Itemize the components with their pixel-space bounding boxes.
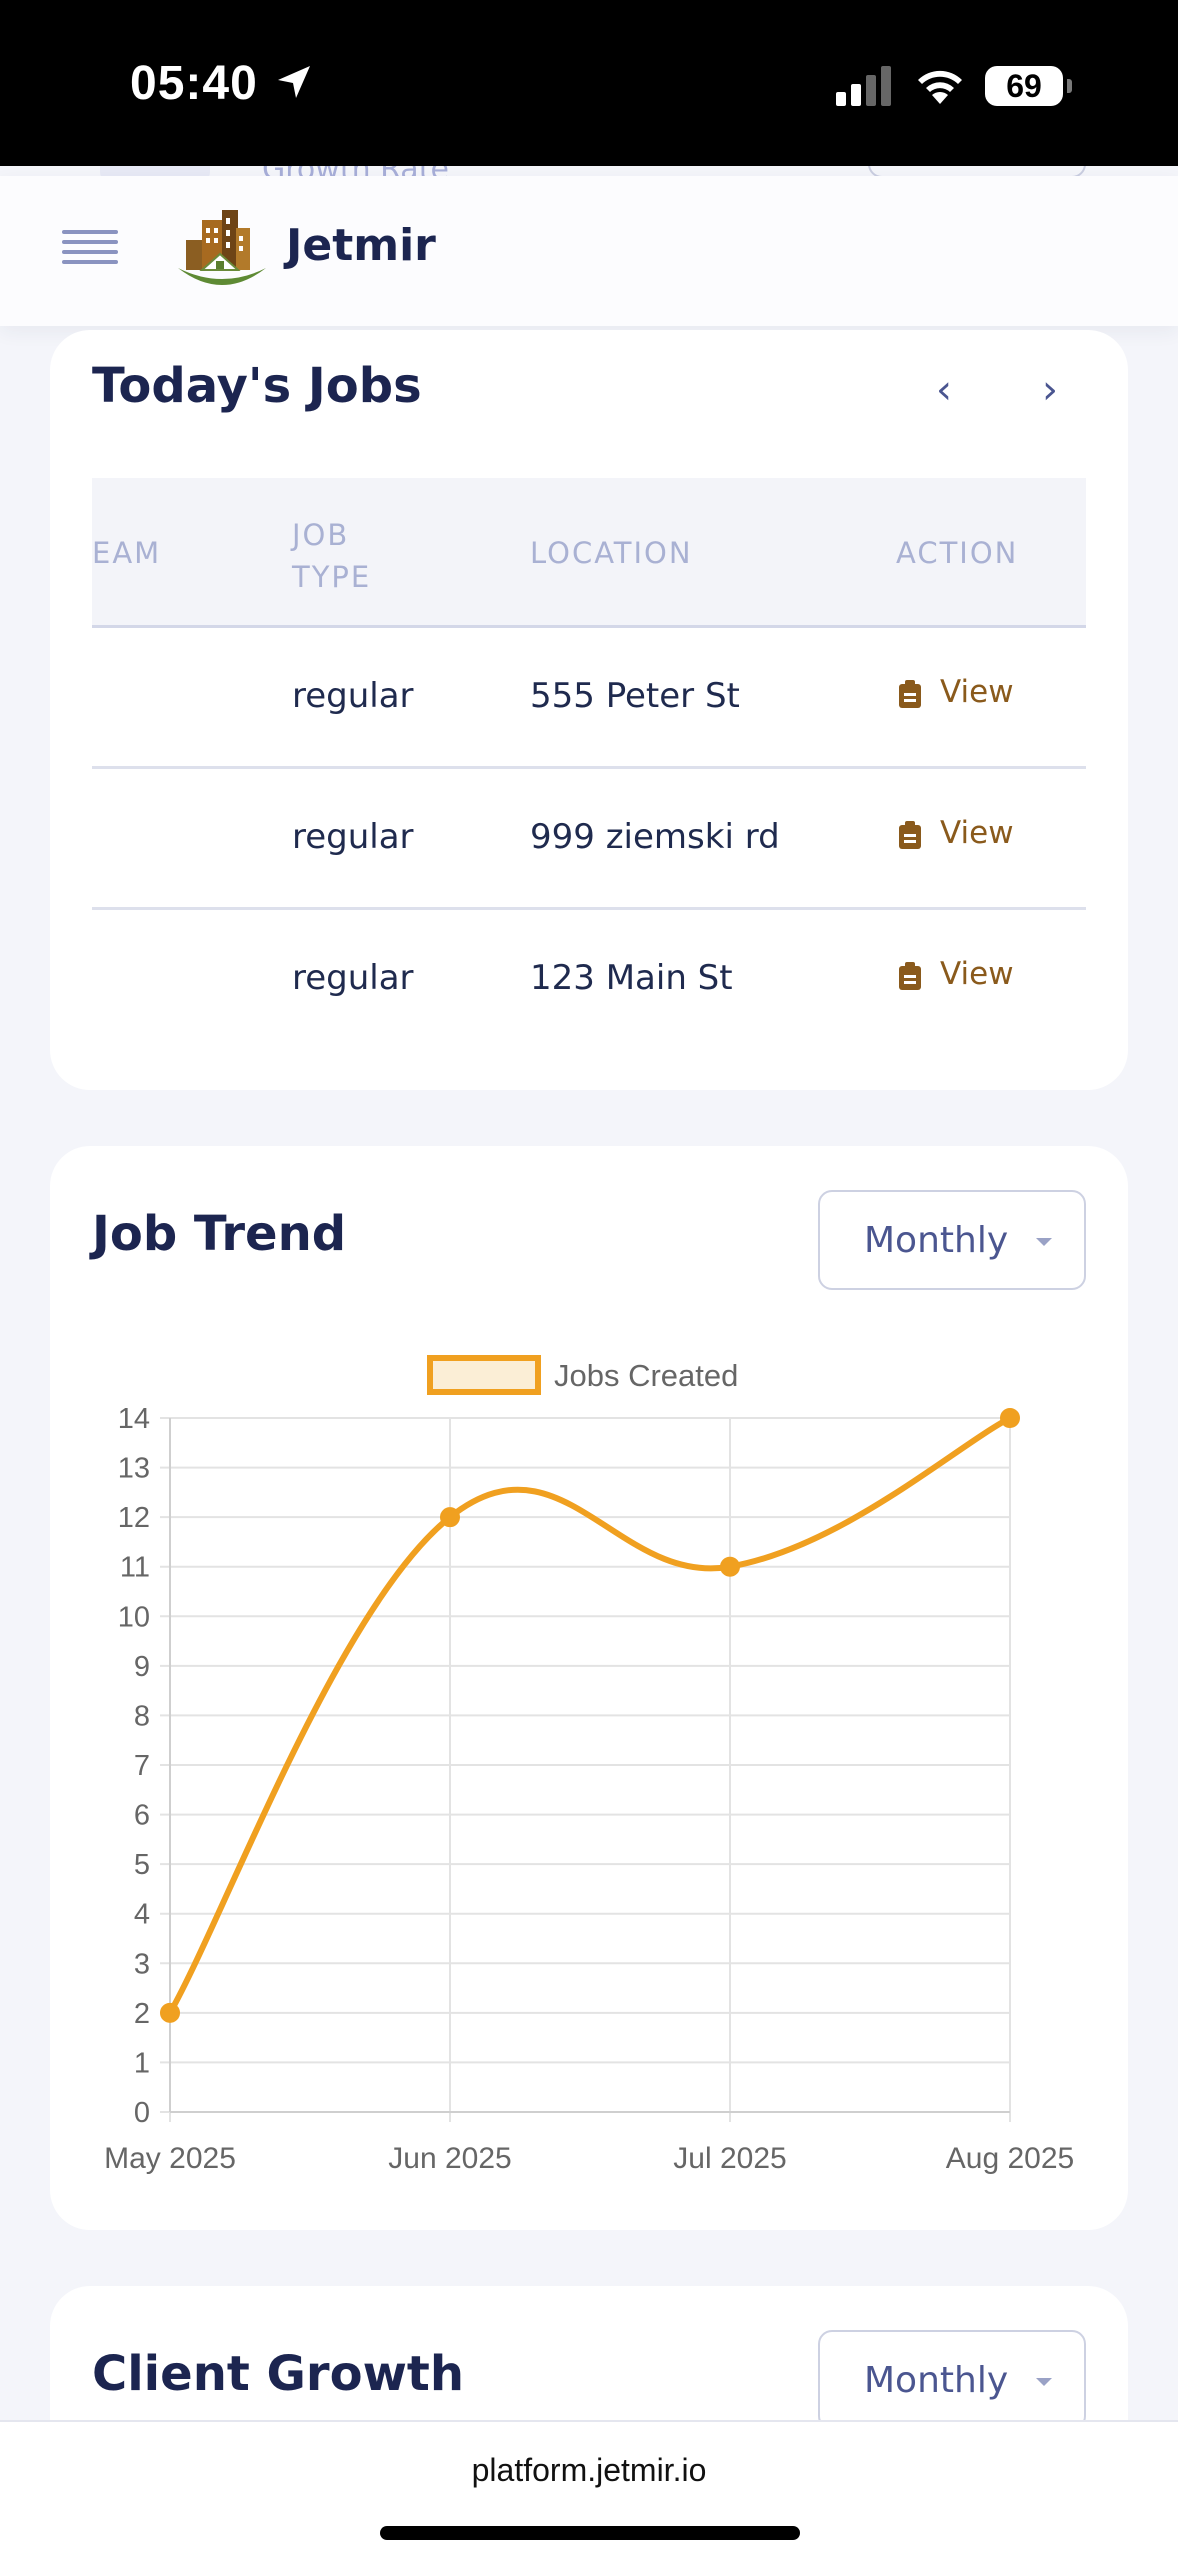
todays-jobs-card: Today's Jobs ‹ › EAM JOB TYPE LOCATION A… [50, 330, 1128, 1090]
y-tick-label: 6 [134, 1800, 150, 1832]
y-tick-label: 11 [120, 1552, 150, 1584]
job-trend-period-select[interactable]: Monthly [818, 1190, 1086, 1290]
location-cell: 999 ziemski rd [530, 817, 780, 857]
app-header: Jetmir [0, 176, 1178, 326]
y-tick-label: 7 [134, 1750, 150, 1782]
y-tick-label: 4 [134, 1899, 150, 1931]
job-type-cell: regular [292, 817, 414, 857]
y-tick-label: 8 [134, 1700, 150, 1732]
home-indicator [380, 2526, 800, 2540]
column-header-action: ACTION [896, 536, 1019, 570]
y-tick-label: 9 [134, 1651, 150, 1683]
x-tick-label: Aug 2025 [946, 2142, 1074, 2175]
legend-swatch [427, 1355, 541, 1395]
status-time: 05:40 [130, 57, 258, 110]
table-row: regular 123 Main St View [92, 910, 1086, 1051]
chevron-down-icon [1036, 2378, 1052, 2386]
view-link-label: View [940, 815, 1014, 851]
jobs-table: EAM JOB TYPE LOCATION ACTION regular 555… [92, 478, 1086, 1051]
client-growth-title: Client Growth [92, 2346, 465, 2402]
table-header: EAM JOB TYPE LOCATION ACTION [92, 478, 1086, 628]
table-row: regular 999 ziemski rd View [92, 769, 1086, 910]
job-type-cell: regular [292, 676, 414, 716]
clipboard-icon [899, 679, 921, 708]
chevron-down-icon [1036, 1238, 1052, 1246]
y-tick-label: 1 [134, 2047, 150, 2079]
view-job-link[interactable]: View [898, 815, 1014, 851]
location-arrow-icon [278, 66, 310, 98]
view-link-label: View [940, 956, 1014, 992]
legend-label: Jobs Created [554, 1358, 738, 1393]
period-select-label: Monthly [864, 1220, 1009, 1261]
clipboard-icon [899, 961, 921, 990]
y-tick-label: 0 [134, 2097, 150, 2129]
data-point [720, 1556, 740, 1577]
brand-name: Jetmir [286, 220, 436, 271]
y-tick-label: 5 [134, 1849, 150, 1881]
series-line-jobs-created [167, 1415, 1012, 2015]
next-page-icon[interactable]: › [1042, 367, 1058, 413]
view-job-link[interactable]: View [898, 674, 1014, 710]
y-tick-label: 3 [134, 1948, 150, 1980]
column-header-location: LOCATION [530, 536, 693, 570]
period-select-label: Monthly [864, 2360, 1009, 2401]
client-growth-period-select[interactable]: Monthly [818, 2330, 1086, 2430]
x-tick-label: May 2025 [104, 2142, 236, 2175]
menu-icon[interactable] [62, 230, 118, 270]
wifi-icon [918, 70, 962, 104]
y-tick-label: 13 [118, 1453, 150, 1485]
y-tick-label: 14 [118, 1403, 150, 1435]
jetmir-logo-icon [178, 210, 266, 285]
y-tick-label: 12 [118, 1502, 150, 1534]
job-trend-title: Job Trend [92, 1206, 347, 1262]
battery-indicator: 69 [985, 66, 1072, 106]
y-tick-label: 10 [118, 1601, 150, 1633]
x-tick-label: Jul 2025 [673, 2142, 786, 2175]
column-header-job-type: JOB TYPE [292, 518, 372, 594]
todays-jobs-title: Today's Jobs [92, 358, 422, 414]
data-point [160, 2002, 180, 2023]
job-trend-card: Job Trend Monthly 0 1 2 3 4 5 6 7 8 9 10 11 12 13 14 Ma… [50, 1146, 1128, 2230]
data-point [440, 1507, 460, 1528]
job-type-cell: regular [292, 958, 414, 998]
url-text: platform.jetmir.io [471, 2452, 707, 2488]
prev-page-icon[interactable]: ‹ [936, 367, 952, 413]
data-point [1000, 1408, 1020, 1428]
clipboard-icon [899, 820, 921, 849]
location-cell: 555 Peter St [530, 676, 740, 716]
table-row: regular 555 Peter St View [92, 628, 1086, 769]
view-job-link[interactable]: View [898, 956, 1014, 992]
cell-signal-icon [836, 66, 891, 106]
status-bar: 05:40 69 [0, 0, 1178, 166]
column-header-team: EAM [92, 536, 162, 570]
y-tick-label: 2 [134, 1998, 150, 2030]
view-link-label: View [940, 674, 1014, 710]
location-cell: 123 Main St [530, 958, 733, 998]
browser-address-bar[interactable]: platform.jetmir.io [0, 2420, 1178, 2560]
x-tick-label: Jun 2025 [388, 2142, 511, 2175]
